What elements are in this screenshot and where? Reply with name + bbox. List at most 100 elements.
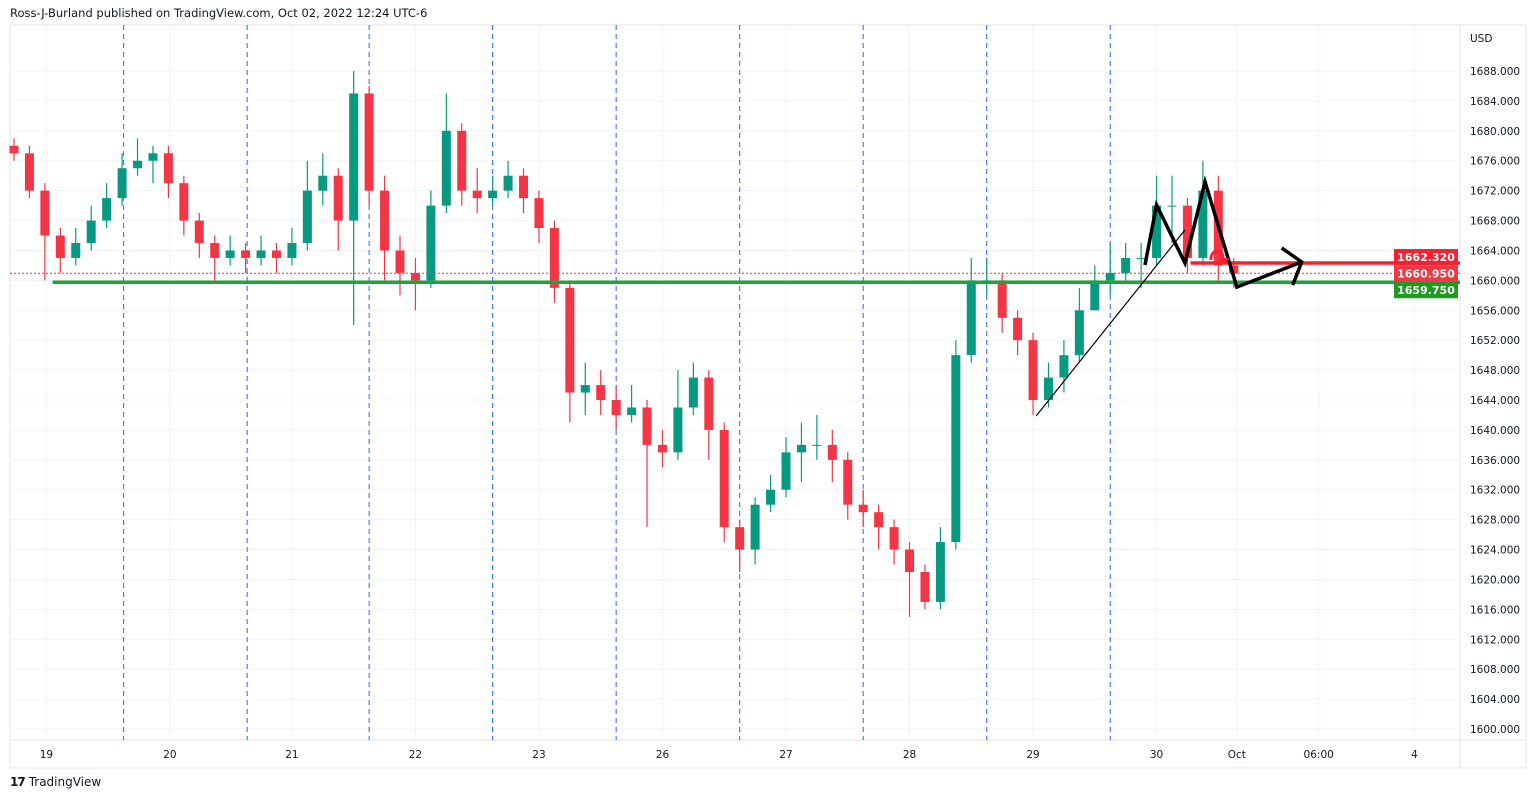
candle-body — [889, 527, 899, 550]
price-label-text: 1660.950 — [1397, 267, 1455, 280]
price-label-text: 1659.750 — [1397, 284, 1455, 297]
curved-arrow-icon — [1209, 249, 1225, 261]
candle-body — [9, 145, 19, 154]
candle-body — [179, 183, 189, 221]
candle-body — [766, 489, 776, 505]
candle-body — [1152, 205, 1162, 258]
candle-body — [256, 250, 266, 258]
candle-body — [1028, 340, 1038, 401]
candle-body — [951, 355, 961, 543]
candle-body — [827, 444, 837, 460]
y-tick-label: 1640.000 — [1470, 425, 1520, 437]
candle-body — [287, 242, 297, 258]
candle-body — [472, 190, 482, 199]
y-tick-label: 1660.000 — [1470, 275, 1520, 287]
candle-body — [812, 444, 822, 446]
candle-body — [395, 250, 405, 273]
candle-body — [920, 571, 930, 602]
candle-body — [148, 153, 158, 161]
candle-body — [1059, 355, 1069, 378]
candle-body — [549, 228, 559, 288]
candle-body — [688, 377, 698, 408]
candle-body — [271, 250, 281, 258]
candle-body — [673, 407, 683, 453]
candle-body — [596, 385, 606, 401]
candle-body — [905, 549, 915, 572]
candle-body — [163, 153, 173, 184]
candle-body — [642, 407, 652, 445]
candle-body — [704, 377, 714, 430]
price-label-badge — [1394, 282, 1458, 299]
candle-body — [580, 385, 590, 393]
y-tick-label: 1620.000 — [1470, 574, 1520, 586]
y-tick-label: 1672.000 — [1470, 186, 1520, 198]
y-tick-label: 1604.000 — [1470, 694, 1520, 706]
y-tick-label: 1688.000 — [1470, 66, 1520, 78]
price-label-text: 1662.320 — [1397, 251, 1455, 264]
candle-body — [55, 235, 65, 258]
candle-body — [874, 512, 884, 528]
candle-body — [102, 198, 112, 221]
y-tick-label: 1684.000 — [1470, 96, 1520, 108]
candle-body — [935, 542, 945, 602]
currency-label: USD — [1470, 33, 1492, 45]
candle-body — [519, 175, 529, 199]
chart-frame — [9, 24, 1527, 769]
candle-body — [781, 452, 791, 490]
arrow-head-icon — [1280, 246, 1304, 286]
x-tick-label: Oct — [1228, 749, 1246, 761]
y-tick-label: 1636.000 — [1470, 455, 1520, 467]
candle-body — [457, 130, 467, 191]
candle-body — [24, 153, 34, 191]
curved-arrow-head-icon — [1217, 257, 1230, 265]
candle-body — [503, 175, 513, 191]
candle-body — [225, 250, 235, 258]
candle-body — [1013, 317, 1023, 341]
candle-body — [71, 242, 81, 258]
trendline — [1035, 229, 1186, 417]
y-tick-label: 1668.000 — [1470, 216, 1520, 228]
tradingview-logo-text: TradingView — [28, 775, 102, 789]
price-label-badge — [1394, 249, 1458, 266]
candle-body — [488, 190, 498, 199]
x-tick-label: 29 — [1026, 749, 1039, 761]
y-tick-label: 1644.000 — [1470, 395, 1520, 407]
x-tick-label: 06:00 — [1304, 749, 1334, 761]
candle-body — [611, 400, 621, 415]
x-tick-label: 26 — [656, 749, 670, 761]
tradingview-logo[interactable]: 17 TradingView — [10, 775, 101, 789]
candle-body — [194, 220, 204, 243]
candle-body — [40, 190, 50, 236]
x-tick-label: 27 — [779, 749, 792, 761]
y-tick-label: 1608.000 — [1470, 664, 1520, 676]
candle-body — [380, 190, 390, 251]
x-tick-label: 30 — [1150, 749, 1163, 761]
candle-body — [858, 504, 868, 513]
tradingview-logo-icon: 17 — [10, 775, 26, 789]
candle-body — [1136, 257, 1146, 259]
candle-body — [1182, 205, 1192, 258]
y-tick-label: 1676.000 — [1470, 156, 1520, 168]
candle-body — [534, 198, 544, 229]
candle-body — [333, 175, 343, 221]
candle-body — [410, 272, 420, 281]
candle-body — [86, 220, 96, 243]
y-tick-label: 1664.000 — [1470, 245, 1520, 257]
y-tick-label: 1600.000 — [1470, 724, 1520, 736]
candle-body — [349, 93, 359, 221]
y-tick-label: 1624.000 — [1470, 545, 1520, 557]
candle-body — [750, 504, 760, 550]
candle-body — [627, 407, 637, 415]
candle-body — [1121, 257, 1131, 273]
candle-body — [719, 429, 729, 528]
zigzag-projection — [1143, 175, 1303, 290]
y-tick-label: 1652.000 — [1470, 335, 1520, 347]
x-tick-label: 23 — [532, 749, 545, 761]
candle-body — [843, 459, 853, 505]
x-tick-label: 28 — [903, 749, 916, 761]
x-tick-label: 21 — [285, 749, 298, 761]
candle-body — [966, 280, 976, 356]
candle-body — [997, 280, 1007, 318]
candle-body — [565, 287, 575, 393]
